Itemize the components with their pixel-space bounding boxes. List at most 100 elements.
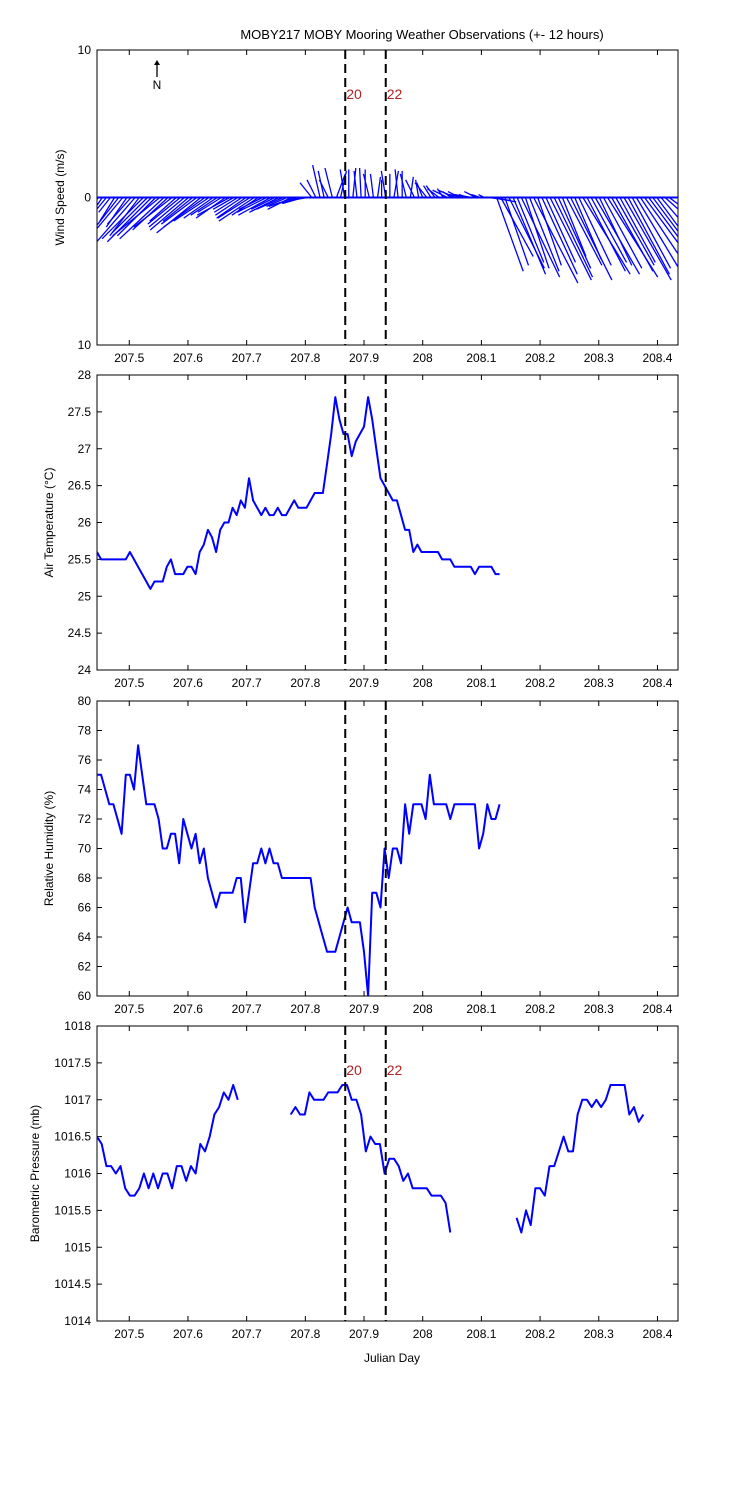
wind-speed-marker-label: 20 [346,86,362,102]
relative-humidity-x-tick-label: 207.8 [290,1002,320,1016]
wind-speed-wind-vector [615,197,655,266]
wind-speed-wind-vector [98,197,112,213]
wind-speed-wind-vector [324,167,333,198]
wind-speed-wind-vector [183,196,214,219]
wind-speed-y-axis-label: Wind Speed (m/s) [53,149,67,245]
wind-speed-wind-vector [496,197,524,272]
wind-speed-wind-vector [668,196,678,205]
air-temperature-plot-frame [96,374,679,671]
relative-humidity-x-tick-label: 208 [413,1002,433,1016]
air-temperature-x-tick-label: 208 [413,676,433,690]
barometric-pressure-y-tick-label: 1016.5 [54,1130,91,1144]
wind-speed-wind-vector [101,197,144,240]
barometric-pressure-x-tick-label: 207.7 [232,1327,262,1341]
wind-speed-wind-vector [217,196,251,219]
wind-speed-wind-vector [437,189,456,199]
barometric-pressure-x-tick-label: 207.8 [290,1327,320,1341]
wind-speed-y-tick-label: 10 [78,338,92,352]
wind-speed-wind-vector [399,173,407,198]
air-temperature-x-tick-label: 207.7 [232,676,262,690]
wind-speed-wind-vector [97,197,124,230]
wind-speed-marker-label: 22 [387,86,403,102]
relative-humidity-y-tick-label: 74 [78,783,92,797]
wind-speed-wind-vector [190,196,218,216]
wind-speed-wind-vector [162,196,194,222]
wind-speed-wind-vector [644,197,678,244]
relative-humidity-x-tick-label: 207.6 [173,1002,203,1016]
barometric-pressure-x-tick-label: 208.1 [466,1327,496,1341]
barometric-pressure-x-tick-label: 207.5 [114,1327,144,1341]
air-temperature-y-tick-label: 26.5 [68,479,92,493]
barometric-pressure-y-axis-label: Barometric Pressure (mb) [28,1105,42,1242]
relative-humidity-x-tick-label: 207.5 [114,1002,144,1016]
relative-humidity-x-tick-label: 207.7 [232,1002,262,1016]
figure-title: MOBY217 MOBY Mooring Weather Observation… [240,27,603,42]
wind-speed-wind-vector [423,185,432,198]
barometric-pressure-x-tick-label: 208 [413,1327,433,1341]
wind-speed-wind-vector [504,197,530,266]
wind-speed-wind-vector [339,170,348,198]
wind-speed-wind-vector [565,197,603,266]
wind-speed-wind-vector [500,197,534,257]
wind-speed-wind-vector [256,196,284,210]
wind-speed-wind-vector [299,182,313,198]
wind-speed-y-tick-label: 10 [78,43,92,57]
wind-speed-wind-vector [133,196,173,228]
air-temperature-panel: 207.5 207.6 207.7 207.8 207.9 208 208.1 208.2 20… [42,368,679,690]
wind-speed-x-tick-label: 207.8 [290,351,320,365]
barometric-pressure-marker-label: 22 [387,1062,403,1078]
relative-humidity-x-tick-label: 208.4 [642,1002,672,1016]
barometric-pressure-y-tick-label: 1016 [64,1167,91,1181]
wind-speed-wind-vector [394,169,399,198]
wind-speed-wind-vector [149,197,189,231]
air-temperature-x-tick-label: 207.5 [114,676,144,690]
wind-speed-wind-vector [545,197,577,263]
wind-speed-wind-vector [376,176,382,198]
barometric-pressure-x-tick-label: 208.2 [525,1327,555,1341]
air-temperature-y-tick-label: 24.5 [68,626,92,640]
wind-speed-wind-vector [454,193,473,199]
wind-speed-data-group [97,164,678,284]
wind-speed-wind-vector [574,197,602,260]
wind-speed-wind-vector [524,197,550,269]
barometric-pressure-series-line [515,1084,645,1234]
wind-speed-wind-vector [97,197,103,207]
relative-humidity-x-tick-label: 207.9 [349,1002,379,1016]
wind-speed-wind-vector [173,196,210,222]
north-arrow-icon [154,60,160,65]
wind-speed-wind-vector [512,197,547,275]
wind-speed-wind-vector [238,196,263,210]
wind-speed-wind-vector [520,197,561,278]
wind-speed-wind-vector [236,196,267,213]
wind-speed-wind-vector [212,196,235,210]
wind-speed-wind-vector [339,169,346,198]
wind-speed-wind-vector [112,196,161,237]
x-axis-label: Julian Day [364,1351,420,1365]
wind-speed-x-tick-label: 207.5 [114,351,144,365]
air-temperature-x-tick-label: 208.1 [466,676,496,690]
wind-speed-wind-vector [598,197,633,266]
wind-speed-x-tick-label: 208.3 [584,351,614,365]
relative-humidity-y-tick-label: 60 [78,989,92,1003]
relative-humidity-series-line [97,744,501,996]
wind-speed-wind-vector [586,197,626,272]
barometric-pressure-y-tick-label: 1017.5 [54,1056,91,1070]
wind-speed-wind-vector [97,197,107,211]
air-temperature-y-tick-label: 25.5 [68,552,92,566]
wind-speed-x-tick-label: 207.9 [349,351,379,365]
barometric-pressure-marker-label: 20 [346,1062,362,1078]
wind-speed-wind-vector [570,197,613,281]
wind-speed-wind-vector [623,197,672,281]
wind-speed-wind-vector [352,167,357,198]
wind-speed-wind-vector [664,197,678,210]
wind-speed-wind-vector [353,170,358,198]
relative-humidity-y-axis-label: Relative Humidity (%) [42,791,56,906]
wind-speed-wind-vector [561,197,587,257]
air-temperature-y-tick-label: 28 [78,368,92,382]
wind-speed-wind-vector [97,197,120,227]
wind-speed-wind-vector [289,196,308,202]
wind-speed-panel: 207.5 207.6 207.7 207.8 207.9 208 208.1 208.2 20… [53,43,679,365]
wind-speed-wind-vector [163,196,206,228]
air-temperature-x-tick-label: 207.6 [173,676,203,690]
wind-speed-y-tick-label: 0 [84,191,91,205]
